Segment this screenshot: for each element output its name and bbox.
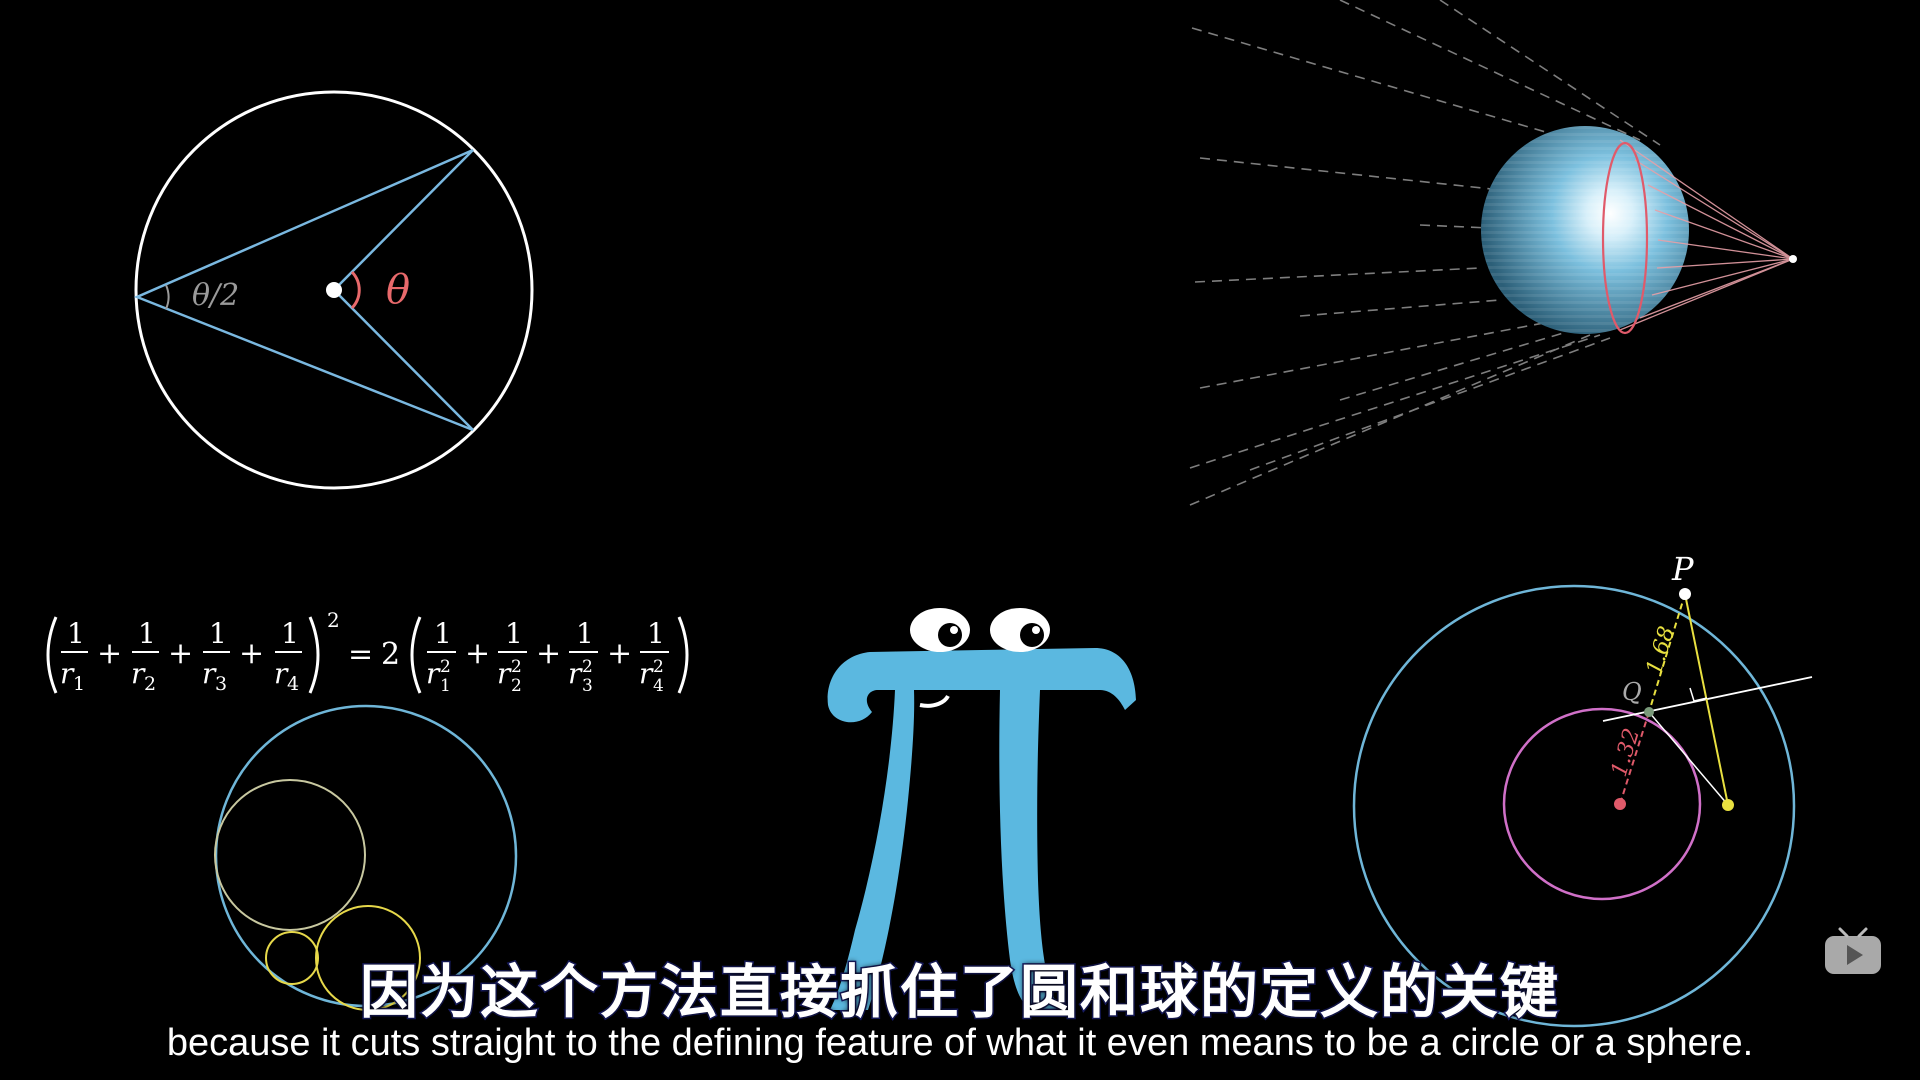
rhs-denominator-1-sub: 1 [440, 676, 451, 696]
pi-creature-mouth [919, 694, 950, 708]
lhs-plus-1: + [97, 636, 122, 671]
tangent-cone-lines [1619, 139, 1794, 331]
rhs-denominator-4-base: r [639, 657, 654, 690]
rhs-numerator-2: 1 [505, 617, 523, 650]
lhs-denominator-3-base: r [202, 657, 217, 690]
lhs-exponent: 2 [327, 608, 340, 632]
rhs-denominator-3-sup: 2 [582, 657, 593, 677]
lhs-denominator-2-base: r [131, 657, 146, 690]
lhs-numerator-2: 1 [138, 617, 156, 650]
chinese-subtitle: 因为这个方法直接抓住了圆和球的定义的关键 [358, 957, 1560, 1028]
medium-inner-circle [315, 905, 421, 1011]
sphere-projection-diagram [1189, 0, 1797, 506]
lhs-denominator-1-base: r [60, 657, 75, 690]
point-p-label: P [1671, 550, 1694, 588]
rhs-right-paren [677, 616, 689, 694]
rhs-denominator-4-sub: 4 [653, 676, 664, 696]
lhs-plus-3: + [239, 636, 264, 671]
rhs-plus-2: + [536, 636, 561, 671]
equals-sign: = [348, 637, 373, 672]
rhs-fraction-4: 1 r 2 4 [639, 617, 669, 696]
rhs-denominator-2-sup: 2 [511, 657, 522, 677]
rhs-left-paren [410, 616, 422, 694]
kissing-circles-diagram [214, 704, 518, 1011]
segment-p-q [1648, 593, 1686, 713]
yellow-focus-dot [1722, 799, 1734, 811]
director-circle [1352, 584, 1796, 1028]
segment-p-yellow-focus [1684, 593, 1729, 806]
lhs-denominator-1-sub: 1 [73, 673, 85, 695]
rhs-denominator-3-sub: 3 [582, 676, 593, 696]
english-subtitle: because it cuts straight to the defining… [166, 1022, 1754, 1064]
pi-creature [827, 608, 1136, 1012]
rhs-fraction-2: 1 r 2 2 [497, 617, 527, 696]
lhs-fraction-1: 1 r 1 [60, 617, 88, 695]
descartes-equation: 1 r 1 + 1 r 2 + 1 r 3 + 1 r 4 2 = 2 [46, 608, 689, 696]
ellipse [1502, 707, 1702, 901]
rhs-denominator-1-sup: 2 [440, 657, 451, 677]
rhs-fraction-3: 1 r 2 3 [568, 617, 598, 696]
rhs-plus-1: + [465, 636, 490, 671]
tv-play-icon[interactable] [1822, 925, 1884, 977]
lhs-left-paren [46, 616, 58, 694]
point-p-dot [1679, 588, 1691, 600]
right-angle-marker [1689, 687, 1708, 702]
sphere-stripes [1481, 126, 1689, 334]
lhs-right-paren [308, 616, 320, 694]
circle-center-dot [326, 282, 342, 298]
rhs-plus-3: + [607, 636, 632, 671]
lhs-fraction-4: 1 r 4 [274, 617, 302, 695]
segment-q-yellow-focus [1648, 711, 1729, 806]
rhs-denominator-4-sup: 2 [653, 657, 664, 677]
central-angle-label: θ [386, 267, 410, 313]
pi-creature-body [827, 648, 1136, 1012]
lhs-fraction-2: 1 r 2 [131, 617, 159, 695]
segment-q-red-focus [1619, 711, 1650, 805]
rhs-coefficient: 2 [381, 637, 400, 672]
lhs-denominator-3-sub: 3 [215, 673, 227, 695]
lhs-denominator-2-sub: 2 [144, 673, 156, 695]
rhs-numerator-4: 1 [647, 617, 665, 650]
half-angle-label: θ/2 [192, 278, 239, 313]
projection-rays [1189, 0, 1661, 506]
tangent-line [1602, 676, 1813, 722]
right-eye-icon [990, 608, 1050, 652]
small-inner-circle [265, 931, 319, 985]
point-q-dot [1644, 707, 1654, 717]
inscribed-angle-chords [133, 148, 474, 432]
length-pq-label: 1.68 [1642, 624, 1680, 678]
rhs-denominator-2-base: r [497, 657, 512, 690]
lhs-denominator-4-sub: 4 [287, 673, 299, 695]
inscribed-angle-diagram: θ/2 θ [133, 90, 534, 490]
lhs-plus-2: + [168, 636, 193, 671]
length-q-focus-label: 1.32 [1607, 726, 1645, 780]
point-q-label: Q [1622, 678, 1642, 706]
red-focus-dot [1614, 798, 1626, 810]
left-eye-icon [910, 608, 970, 652]
central-angle-arc [350, 270, 361, 310]
rhs-denominator-1-base: r [426, 657, 441, 690]
projection-point [1789, 255, 1797, 263]
rhs-fraction-1: 1 r 2 1 [426, 617, 456, 696]
half-angle-arc [165, 284, 170, 310]
inscribed-angle-circle [134, 90, 534, 490]
tangent-circle-rim [1601, 141, 1649, 335]
rhs-numerator-3: 1 [576, 617, 594, 650]
rhs-denominator-2-sub: 2 [511, 676, 522, 696]
rhs-denominator-3-base: r [568, 657, 583, 690]
lhs-denominator-4-base: r [274, 657, 289, 690]
lhs-numerator-4: 1 [281, 617, 299, 650]
rhs-numerator-1: 1 [434, 617, 452, 650]
large-inner-circle [214, 779, 366, 931]
lhs-fraction-3: 1 r 3 [202, 617, 230, 695]
lhs-numerator-3: 1 [209, 617, 227, 650]
lhs-numerator-1: 1 [67, 617, 85, 650]
